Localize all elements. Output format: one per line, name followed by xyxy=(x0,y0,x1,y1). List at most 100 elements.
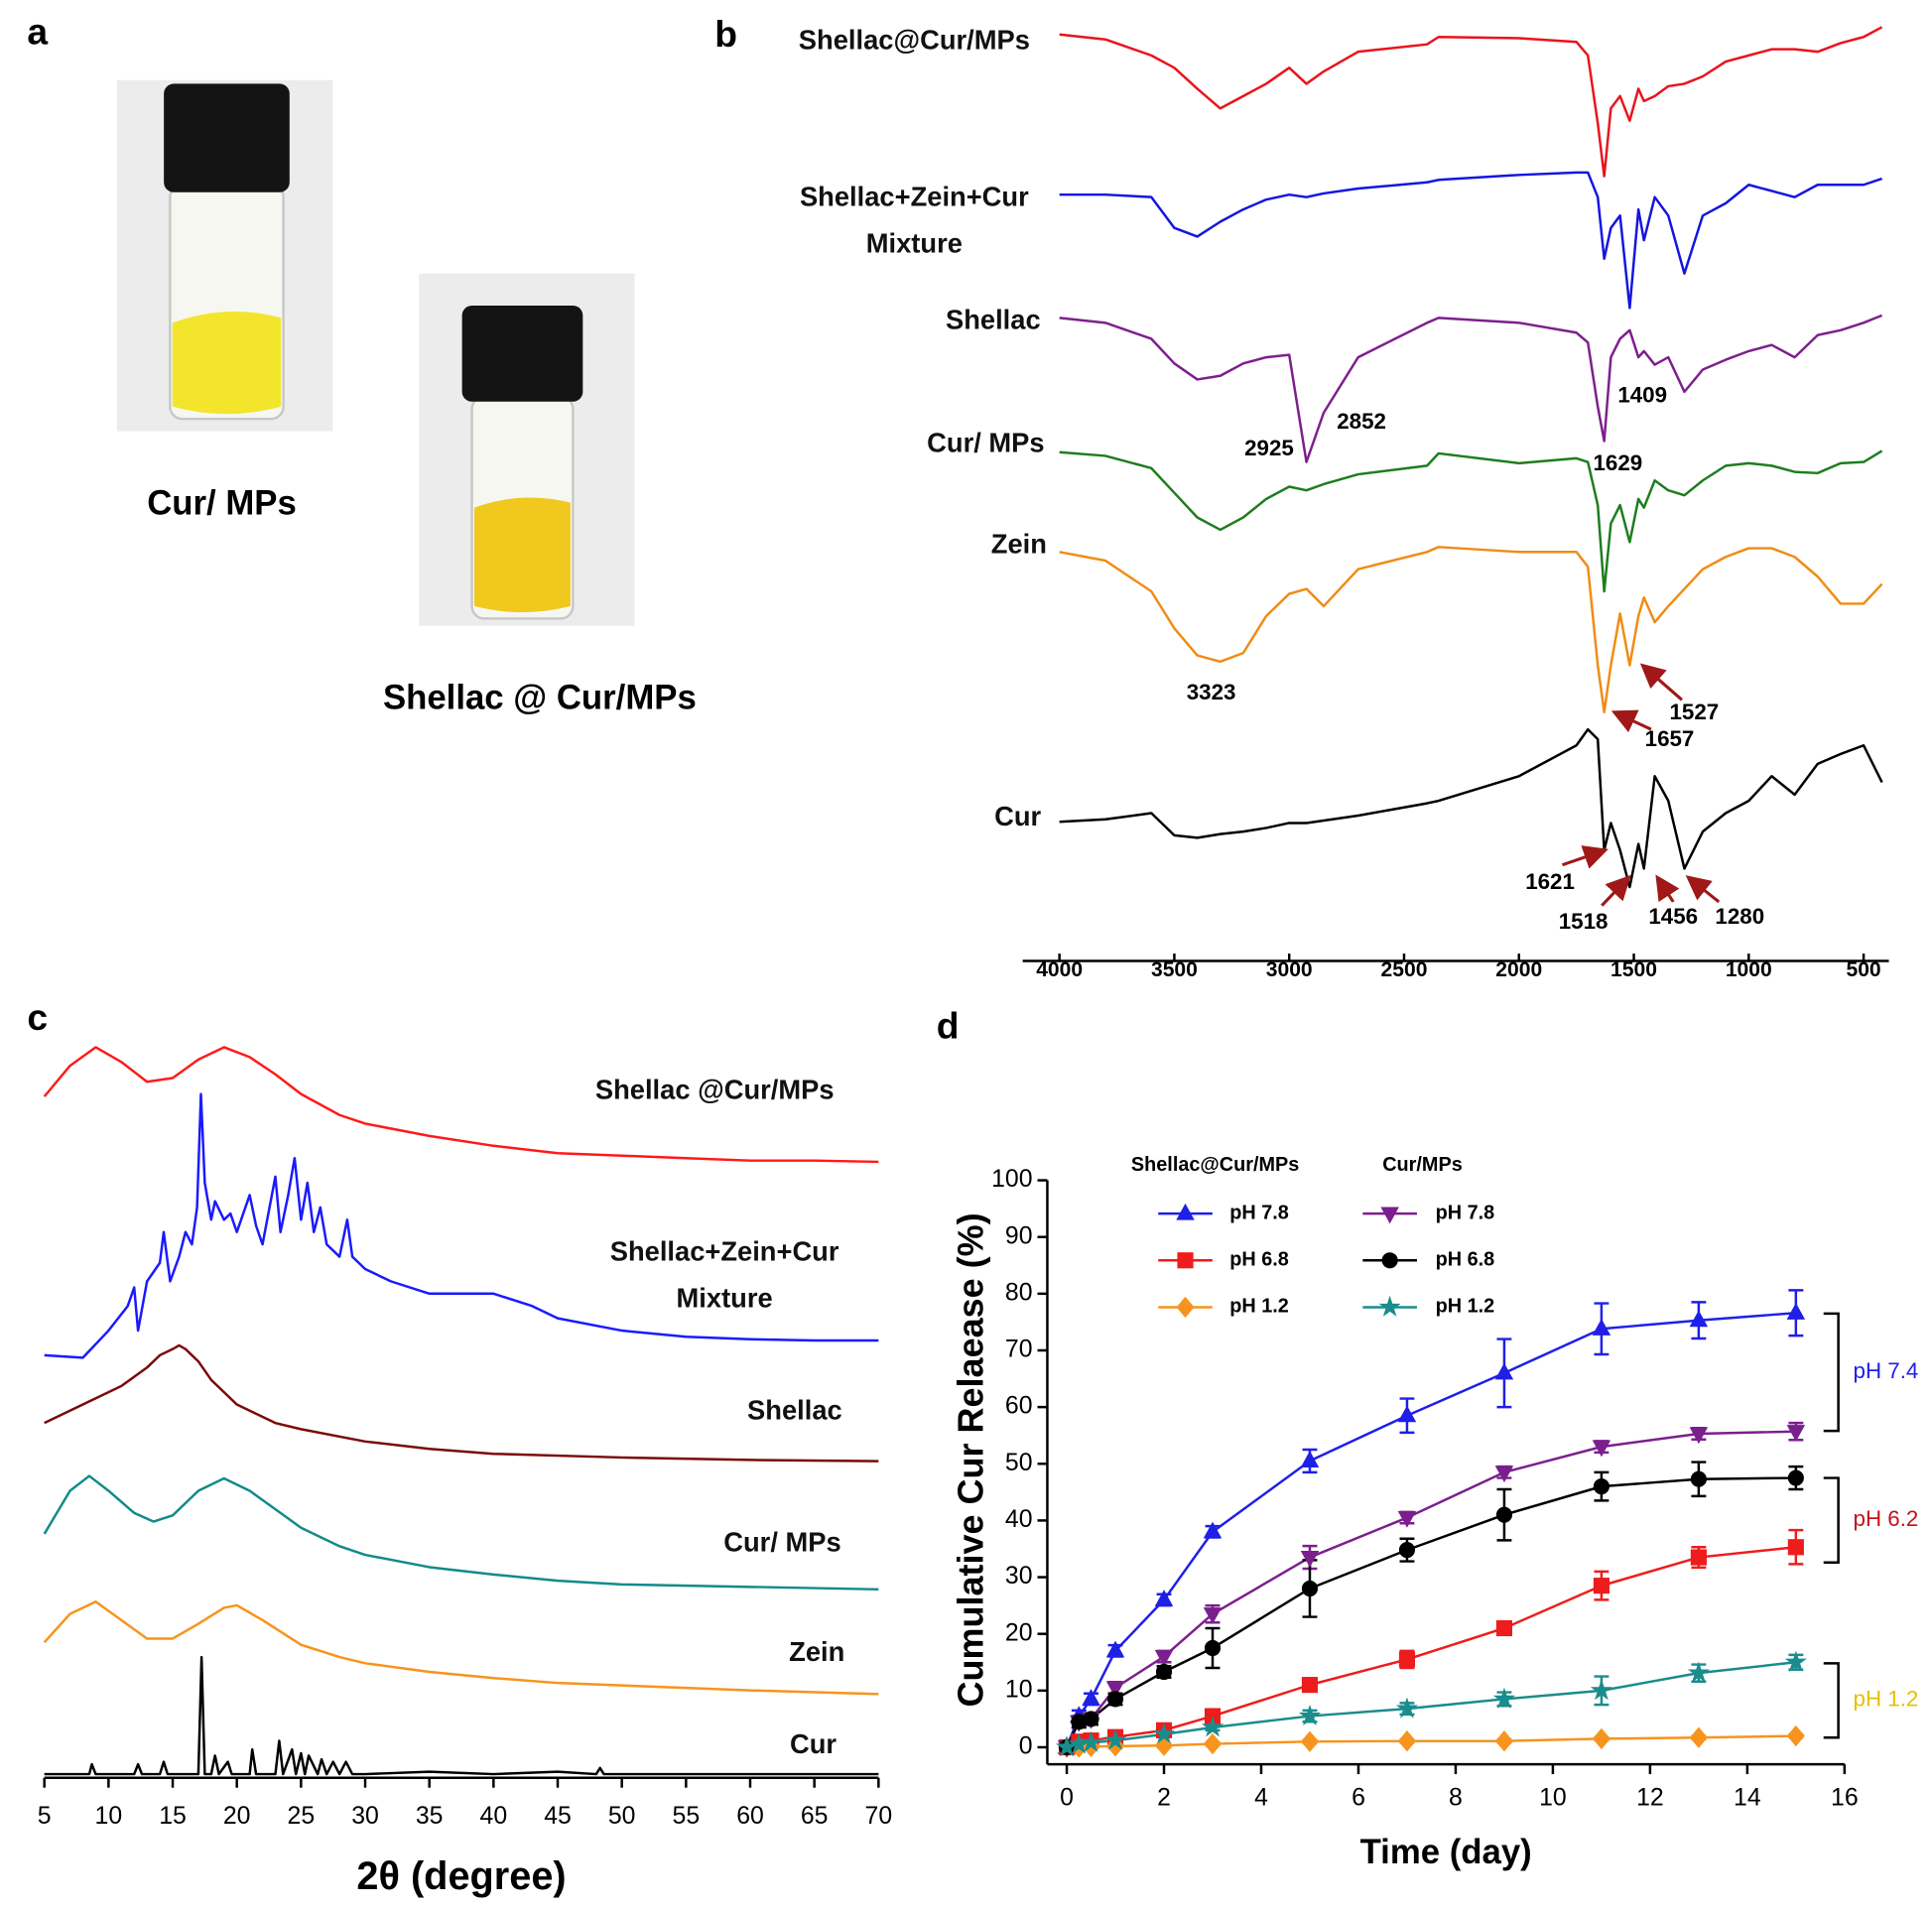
series-label: Shellac xyxy=(945,304,1041,335)
data-point xyxy=(1301,1580,1319,1597)
bracket xyxy=(1823,1312,1840,1433)
data-point xyxy=(1689,1726,1708,1748)
data-point xyxy=(1397,1510,1417,1528)
photo-1 xyxy=(116,79,333,432)
x-tick-label: 35 xyxy=(416,1803,444,1830)
y-tick-label: 50 xyxy=(1005,1450,1033,1476)
data-point xyxy=(1203,1521,1223,1539)
panel-b: b 4000 3500 3000 2500 2000 1500 1000 500 2925 2852… xyxy=(714,13,1889,981)
data-point xyxy=(1154,1649,1174,1667)
x-tick-label: 15 xyxy=(159,1803,187,1830)
series-line xyxy=(1065,1312,1796,1748)
y-axis-title: Cumulative Cur Relaease (%) xyxy=(950,1212,990,1707)
panel-letter: a xyxy=(27,11,48,53)
x-tick-label: 12 xyxy=(1636,1784,1664,1811)
series-line xyxy=(43,1474,879,1592)
x-axis-title: Time (day) xyxy=(1360,1834,1532,1871)
photo-label: Shellac @ Cur/MPs xyxy=(383,679,697,716)
data-point xyxy=(1203,1607,1223,1624)
data-point xyxy=(1689,1310,1709,1328)
data-point xyxy=(1592,1319,1611,1336)
legend-label: pH 6.8 xyxy=(1436,1249,1495,1271)
series-label: Cur/ MPs xyxy=(927,427,1045,458)
series-label: Shellac@Cur/MPs xyxy=(798,24,1030,56)
peak-label: 1621 xyxy=(1525,869,1575,894)
data-point xyxy=(1590,1679,1613,1701)
data-point xyxy=(1593,1478,1610,1495)
data-point xyxy=(1689,1427,1709,1445)
x-tick-label: 70 xyxy=(865,1803,893,1830)
series-line xyxy=(44,1092,879,1359)
legend-marker xyxy=(1176,1296,1195,1319)
y-tick-label: 60 xyxy=(1005,1393,1033,1420)
series-label: Shellac @Cur/MPs xyxy=(594,1074,835,1105)
peak-label: 3323 xyxy=(1187,680,1236,704)
x-tick-label: 16 xyxy=(1831,1784,1859,1811)
x-tick-label: 1500 xyxy=(1610,958,1657,981)
legend-group-title: Cur/MPs xyxy=(1382,1154,1463,1176)
series-label: Cur xyxy=(994,801,1042,832)
peak-label: 2925 xyxy=(1244,436,1294,460)
series-line xyxy=(1059,314,1883,463)
peak-arrow xyxy=(1639,663,1683,701)
panel-letter: c xyxy=(27,996,48,1038)
x-tick-label: 3000 xyxy=(1266,958,1313,981)
x-tick-label: 2000 xyxy=(1495,958,1542,981)
powder xyxy=(474,497,571,613)
x-tick-label: 65 xyxy=(801,1803,829,1830)
series-line xyxy=(43,1046,879,1164)
y-tick-label: 30 xyxy=(1005,1563,1033,1590)
y-tick-label: 20 xyxy=(1005,1619,1033,1646)
series-label: Cur xyxy=(789,1728,837,1760)
data-point xyxy=(1593,1578,1610,1594)
peak-arrow xyxy=(1685,875,1721,904)
data-point xyxy=(1492,1687,1516,1709)
data-point xyxy=(1155,1734,1174,1756)
x-tick-label: 4 xyxy=(1254,1784,1268,1811)
peak-label: 1409 xyxy=(1617,383,1667,408)
x-tick-label: 20 xyxy=(223,1803,251,1830)
x-tick-label: 60 xyxy=(736,1803,764,1830)
photo-label: Cur/ MPs xyxy=(147,484,297,522)
data-point xyxy=(1105,1640,1125,1658)
data-point xyxy=(1494,1465,1514,1483)
data-point xyxy=(1301,1677,1319,1694)
x-tick-label: 50 xyxy=(608,1803,636,1830)
photo-2 xyxy=(419,273,635,626)
series-line xyxy=(44,1343,879,1463)
data-point xyxy=(1152,1722,1176,1744)
legend-label: pH 7.8 xyxy=(1229,1202,1289,1223)
data-point xyxy=(1398,1651,1416,1668)
x-tick-label: 25 xyxy=(288,1803,316,1830)
data-point xyxy=(1155,1663,1173,1681)
panel-letter: b xyxy=(714,13,737,55)
data-point xyxy=(1083,1711,1099,1727)
data-point xyxy=(1103,1728,1127,1750)
data-point xyxy=(1080,1730,1102,1752)
data-point xyxy=(1204,1732,1223,1755)
peak-label: 1657 xyxy=(1645,726,1695,751)
peak-label: 1518 xyxy=(1559,909,1609,934)
data-point xyxy=(1786,1724,1805,1747)
x-tick-label: 8 xyxy=(1449,1784,1463,1811)
legend-marker xyxy=(1177,1252,1194,1269)
peak-label: 2852 xyxy=(1337,409,1386,434)
series-line xyxy=(43,1599,879,1696)
legend-marker xyxy=(1380,1207,1399,1224)
y-tick-label: 100 xyxy=(991,1166,1032,1193)
x-tick-label: 10 xyxy=(1539,1784,1567,1811)
series-line xyxy=(1059,26,1883,178)
data-point xyxy=(1397,1405,1417,1423)
x-tick-label: 30 xyxy=(351,1803,379,1830)
data-point xyxy=(1106,1691,1124,1708)
data-point xyxy=(1592,1440,1611,1458)
peak-arrow xyxy=(1655,874,1680,903)
data-point xyxy=(1395,1697,1419,1719)
x-tick-label: 3500 xyxy=(1151,958,1198,981)
powder xyxy=(172,311,282,415)
bracket-label: pH 7.4 xyxy=(1854,1358,1919,1383)
data-point xyxy=(1298,1704,1322,1726)
data-point xyxy=(1105,1681,1125,1699)
vial-cap xyxy=(461,305,583,402)
